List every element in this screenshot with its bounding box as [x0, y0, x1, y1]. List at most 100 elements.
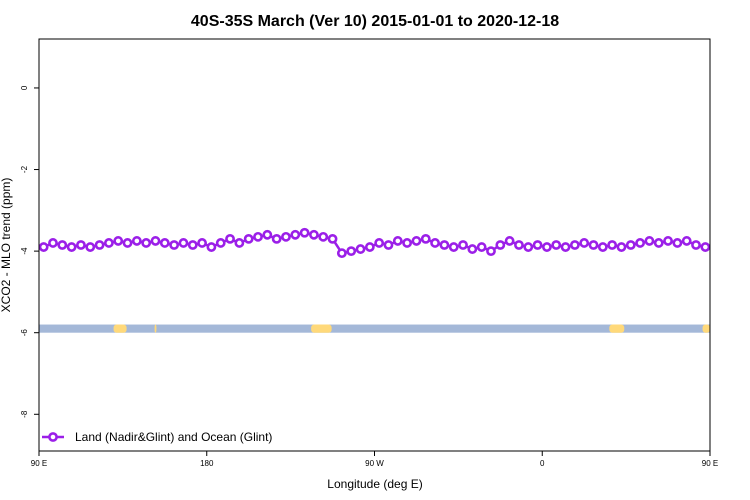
data-point: [551, 240, 562, 250]
data-point: [355, 244, 366, 254]
data-point: [691, 240, 701, 250]
data-point: [318, 231, 329, 242]
data-point: [616, 242, 627, 252]
data-point: [514, 240, 524, 250]
legend: Land (Nadir&Glint) and Ocean (Glint): [42, 430, 272, 444]
data-point: [336, 248, 347, 259]
data-point: [364, 242, 375, 252]
data-point: [327, 233, 338, 244]
y-tick-label: -8: [20, 410, 29, 418]
data-point: [430, 238, 440, 248]
data-point: [700, 242, 711, 252]
data-point: [253, 231, 263, 242]
data-point: [197, 238, 207, 248]
data-point: [346, 246, 357, 257]
data-point: [653, 238, 664, 248]
chart-title: 40S-35S March (Ver 10) 2015-01-01 to 202…: [191, 13, 559, 30]
data-point: [383, 240, 394, 250]
data-point: [476, 242, 487, 252]
x-tick-label: 180: [200, 459, 214, 468]
data-point: [262, 229, 273, 240]
data-point: [392, 236, 403, 246]
data-point: [215, 238, 226, 248]
data-point: [234, 238, 245, 248]
data-point: [588, 240, 599, 250]
data-point: [122, 238, 133, 248]
data-point: [607, 240, 618, 250]
data-point: [681, 236, 692, 246]
data-point: [458, 240, 468, 250]
data-point: [672, 238, 683, 248]
data-point: [66, 242, 77, 252]
y-tick-label: 0: [20, 85, 29, 90]
legend-marker-swatch: [48, 432, 58, 442]
y-tick-label: -2: [20, 165, 29, 173]
y-tick-label: -6: [20, 329, 29, 337]
data-point: [38, 242, 49, 252]
data-point: [448, 242, 459, 252]
x-axis: 90 E 180 90 W 0 90 E: [31, 451, 718, 468]
data-point: [206, 242, 217, 252]
data-point: [290, 229, 301, 240]
data-point: [187, 240, 198, 250]
data-point: [113, 236, 124, 246]
data-point: [103, 238, 114, 248]
data-point: [420, 233, 431, 244]
y-axis: 0 -2 -4 -6 -8: [20, 85, 39, 418]
data-point: [523, 242, 534, 252]
land-segment: [609, 324, 625, 333]
land-segment: [154, 324, 157, 333]
data-point: [169, 240, 180, 250]
land-segment: [311, 324, 332, 333]
data-point: [309, 229, 319, 240]
data-point: [225, 233, 235, 244]
series-layer: [38, 227, 711, 259]
land-segment: [702, 324, 710, 333]
ocean-band: [39, 324, 710, 333]
data-point: [644, 236, 655, 246]
data-point: [85, 242, 96, 252]
data-point: [467, 244, 478, 254]
data-point: [569, 240, 580, 250]
x-tick-label: 90 E: [31, 459, 47, 468]
data-point: [178, 238, 189, 248]
legend-label: Land (Nadir&Glint) and Ocean (Glint): [75, 430, 272, 444]
data-point: [560, 242, 571, 252]
data-point: [94, 240, 105, 250]
data-point: [532, 240, 543, 250]
x-tick-label: 90 E: [702, 459, 718, 468]
data-point: [299, 227, 310, 238]
data-point: [495, 240, 506, 250]
x-tick-label: 0: [540, 459, 545, 468]
x-tick-label: 90 W: [365, 459, 384, 468]
data-point: [150, 236, 161, 246]
data-point: [625, 240, 636, 250]
land-segment: [113, 324, 127, 333]
data-point: [542, 242, 552, 252]
data-point: [663, 236, 673, 246]
y-axis-label: XCO2 - MLO trend (ppm): [0, 178, 13, 313]
x-axis-label: Longitude (deg E): [327, 477, 422, 491]
map-strip: [39, 324, 710, 333]
data-point: [402, 238, 413, 248]
data-point: [411, 236, 422, 246]
data-point: [374, 238, 385, 248]
data-point: [439, 240, 450, 250]
data-point: [141, 238, 152, 248]
data-point: [57, 240, 68, 250]
y-tick-label: -4: [20, 247, 29, 255]
data-point: [504, 236, 515, 246]
data-point: [281, 231, 291, 242]
data-point: [76, 240, 86, 250]
plot-area: [38, 227, 711, 333]
data-point: [635, 238, 646, 248]
data-point: [271, 233, 282, 244]
data-point: [579, 238, 590, 248]
data-point: [159, 238, 170, 248]
data-point: [597, 242, 608, 252]
data-point: [48, 238, 58, 248]
data-point: [131, 236, 142, 246]
data-point: [243, 233, 254, 244]
data-point: [486, 246, 496, 257]
